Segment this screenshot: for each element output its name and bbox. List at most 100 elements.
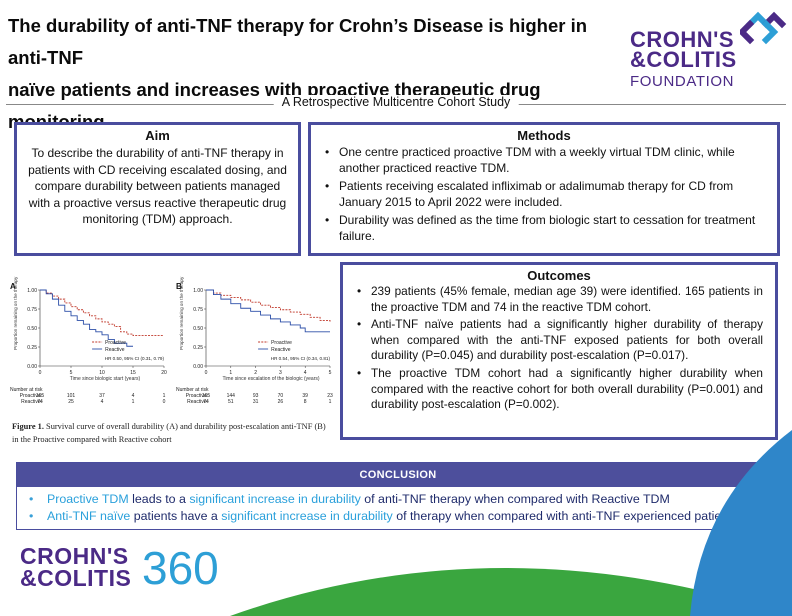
x-tick-label: 3 — [279, 370, 282, 376]
x-tick-label: 4 — [304, 370, 307, 376]
conclusion-text: patients have a — [130, 509, 222, 523]
aim-box: Aim To describe the durability of anti-T… — [14, 122, 301, 256]
risk-row-label: Proactive: — [185, 393, 208, 399]
aim-text: To describe the durability of anti-TNF t… — [28, 146, 287, 226]
survival-chart-b: B 0.00 0.25 0.50 0.75 1.00 0 1 2 3 4 5 Proactive Rea… — [176, 277, 340, 414]
x-tick-label: 10 — [99, 370, 105, 376]
risk-count: 51 — [228, 399, 234, 405]
conclusion-highlight: significant increase in durability — [221, 509, 393, 523]
methods-item: One centre practiced proactive TDM with … — [323, 144, 765, 176]
outcomes-box: Outcomes 239 patients (45% female, media… — [340, 262, 778, 440]
foundation-mark-icon — [740, 11, 787, 45]
y-tick-label: 0.75 — [193, 307, 203, 313]
y-tick-label: 0.00 — [27, 364, 37, 370]
risk-count: 93 — [252, 393, 259, 399]
conclusion-body: Proactive TDM leads to a significant inc… — [17, 487, 779, 525]
y-tick-label: 0.75 — [27, 307, 37, 313]
y-tick-label: 1.00 — [27, 288, 37, 294]
y-tick-label: 0.25 — [27, 345, 37, 351]
y-tick-label: 0.00 — [193, 364, 203, 370]
logo-line-1: CROHN'S — [630, 27, 735, 52]
conclusion-text: of therapy when compared with anti-TNF e… — [392, 509, 738, 523]
x-tick-label: 15 — [130, 370, 136, 376]
legend-label: Proactive — [105, 340, 126, 346]
chart-svg: 0.00 0.25 0.50 0.75 1.00 0 5 10 15 20 ProactiveRea… — [27, 288, 167, 376]
risk-count: 101 — [66, 393, 76, 399]
conclusion-item: Anti-TNF naïve patients have a significa… — [27, 508, 769, 525]
risk-count: 39 — [302, 393, 308, 399]
risk-count: 26 — [277, 399, 284, 405]
risk-count: 0 — [162, 399, 166, 405]
study-subtitle: A Retrospective Multicentre Cohort Study — [273, 95, 519, 109]
x-tick-label: 2 — [254, 370, 257, 376]
series-line-proactive — [206, 289, 331, 322]
risk-count: 1 — [131, 399, 135, 405]
green-arc-shape — [230, 568, 792, 616]
logo-line-3: FOUNDATION — [630, 73, 735, 90]
panel-letter: A — [10, 282, 16, 291]
footer-logo-number: 360 — [142, 542, 219, 594]
risk-table-heading: Number at risk — [10, 387, 43, 393]
x-tick-label: 5 — [70, 370, 73, 376]
series-line-reactive — [206, 289, 330, 333]
risk-count: 4 — [100, 399, 104, 405]
risk-row-label: Proactive: — [19, 393, 42, 399]
risk-count: 165 — [201, 393, 211, 399]
conclusion-item: Proactive TDM leads to a significant inc… — [27, 491, 769, 508]
figure-caption-text: Survival curve of overall durability (A)… — [12, 422, 326, 444]
survival-chart-a: A 0.00 0.25 0.50 0.75 1.00 0 5 10 15 20 Proactive R… — [10, 277, 174, 414]
legend-label: Proactive — [271, 340, 292, 346]
blue-arc-shape — [690, 430, 792, 616]
conclusion-text: of anti-TNF therapy when compared with R… — [360, 492, 670, 506]
chart-svg: 0.00 0.25 0.50 0.75 1.00 0 1 2 3 4 5 ProactiveReact… — [193, 288, 331, 376]
risk-count: 1 — [328, 399, 332, 405]
title-line-1: The durability of anti-TNF therapy for C… — [8, 15, 588, 68]
outcomes-heading: Outcomes — [527, 268, 591, 283]
risk-count: 25 — [68, 399, 74, 405]
footer-logo-line-1: CROHN'S — [20, 543, 129, 569]
figure-caption: Figure 1. Survival curve of overall dura… — [12, 420, 334, 446]
logo-line-2: &COLITIS — [630, 47, 737, 72]
conclusion-text: leads to a — [128, 492, 190, 506]
x-tick-label: 20 — [161, 370, 167, 376]
x-axis-label: Time since biologic start (years) — [69, 376, 141, 382]
risk-count: 1 — [162, 393, 166, 399]
methods-list: One centre practiced proactive TDM with … — [311, 143, 777, 244]
legend-label: Reactive — [271, 347, 291, 353]
risk-count: 70 — [277, 393, 284, 399]
series-line-proactive — [40, 289, 164, 337]
methods-item: Durability was defined as the time from … — [323, 212, 765, 244]
risk-count: 4 — [131, 393, 135, 399]
risk-row-label: Reactive: — [187, 399, 208, 405]
figure-label: Figure 1. — [12, 422, 44, 431]
crohns-colitis-360-logo: CROHN'S &COLITIS 360 — [20, 545, 240, 605]
poster-title: The durability of anti-TNF therapy for C… — [8, 10, 608, 138]
methods-item: Patients receiving escalated infliximab … — [323, 178, 765, 210]
y-tick-label: 0.50 — [193, 326, 203, 332]
risk-count: 74 — [203, 399, 209, 405]
y-tick-label: 0.50 — [27, 326, 37, 332]
conclusion-highlight: Proactive TDM — [47, 492, 129, 506]
risk-table-heading: Number at risk — [176, 387, 209, 393]
methods-heading: Methods — [517, 128, 571, 143]
outcomes-item: Anti-TNF naïve patients had a significan… — [355, 317, 763, 364]
y-tick-label: 1.00 — [193, 288, 203, 294]
risk-count: 144 — [226, 393, 235, 399]
methods-box: Methods One centre practiced proactive T… — [308, 122, 780, 256]
footer-logo-line-2: &COLITIS — [20, 565, 132, 591]
legend-label: Reactive — [105, 347, 125, 353]
risk-count: 31 — [252, 399, 259, 405]
conclusion-box: CONCLUSION Proactive TDM leads to a sign… — [16, 462, 780, 530]
outcomes-list: 239 patients (45% female, median age 39)… — [343, 283, 775, 413]
risk-count: 37 — [99, 393, 105, 399]
outcomes-item: The proactive TDM cohort had a significa… — [355, 366, 763, 413]
hazard-ratio-annotation: HR 0.54, 95% CI (0.34, 0.81) — [271, 356, 331, 361]
x-tick-label: 1 — [229, 370, 232, 376]
y-tick-label: 0.25 — [193, 345, 203, 351]
hazard-ratio-annotation: HR 0.50, 95% CI (0.31, 0.79) — [105, 356, 165, 361]
panel-letter: B — [176, 282, 182, 291]
outcomes-item: 239 patients (45% female, median age 39)… — [355, 284, 763, 315]
x-tick-label: 0 — [39, 370, 42, 376]
aim-heading: Aim — [145, 128, 170, 143]
